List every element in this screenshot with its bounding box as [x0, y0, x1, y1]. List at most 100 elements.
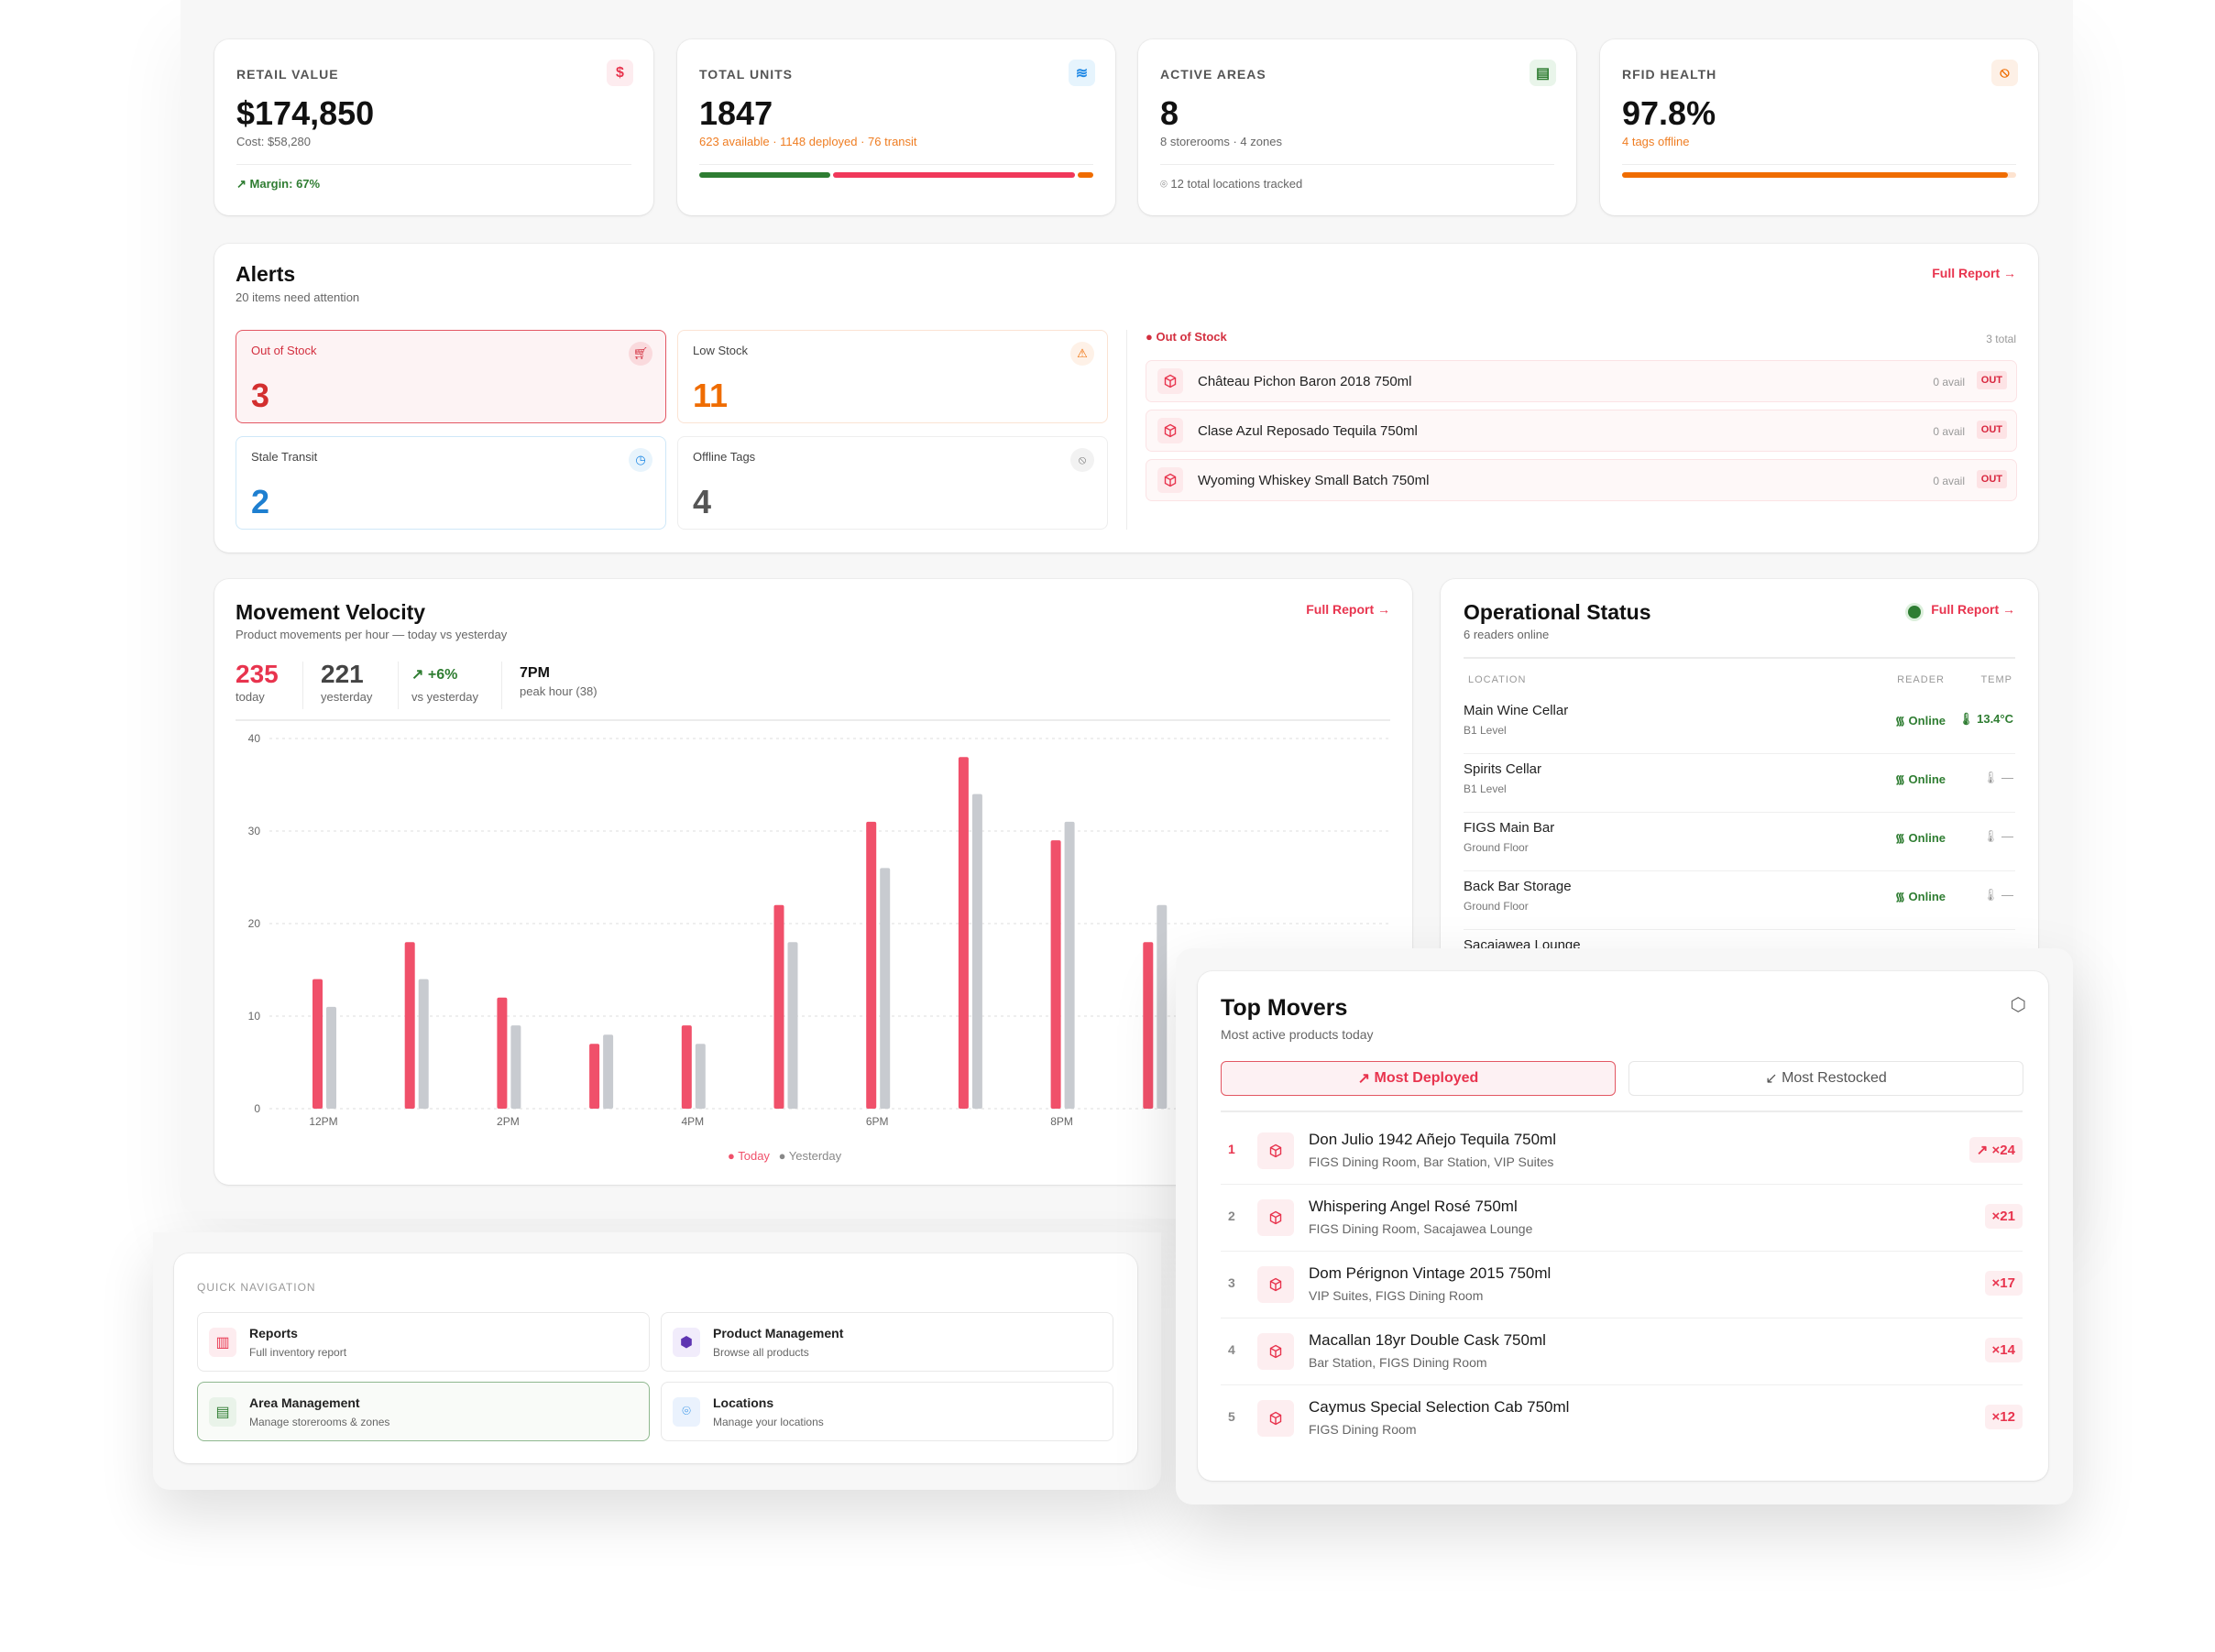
top-mover-row[interactable]: 3 Dom Pérignon Vintage 2015 750ml VIP Su…: [1221, 1252, 2023, 1318]
alert-tile-out-of-stock[interactable]: Out of Stock 🛒︎ 3: [236, 330, 666, 423]
location-level: Ground Floor: [1464, 900, 1529, 913]
rank: 5: [1228, 1409, 1235, 1424]
location-row[interactable]: Main Wine Cellar B1 Level ᯾ Online 🌡︎ 13…: [1464, 695, 2015, 754]
nav-title: Locations: [713, 1395, 774, 1410]
nav-description: Manage your locations: [713, 1416, 824, 1428]
available-segment: [699, 172, 831, 178]
legend-yesterday: ● Yesterday: [778, 1149, 842, 1163]
product-name: Château Pichon Baron 2018 750ml: [1198, 374, 1412, 389]
stat-today-label: today: [236, 690, 265, 704]
x-tick-label: 8PM: [1050, 1115, 1073, 1128]
bar-today-5PM: [773, 904, 784, 1109]
operational-subtitle: 6 readers online: [1464, 628, 1550, 641]
alerts-subtitle: 20 items need attention: [236, 290, 360, 304]
movement-count-badge: ×12: [1984, 1405, 2023, 1429]
top-mover-row[interactable]: 2 Whispering Angel Rosé 750ml FIGS Dinin…: [1221, 1185, 2023, 1252]
out-of-stock-item[interactable]: Château Pichon Baron 2018 750ml 0 avail …: [1146, 360, 2017, 402]
top-movers-title: Top Movers: [1221, 995, 1348, 1021]
margin-text: Margin: 67%: [249, 177, 321, 191]
quick-nav-product-management[interactable]: ⬢ Product Management Browse all products: [661, 1312, 1113, 1372]
bar-today-6PM: [866, 821, 877, 1109]
kpi-value: 1847: [699, 94, 773, 132]
location-name: Back Bar Storage: [1464, 879, 1572, 894]
count-value: ×24: [1991, 1143, 2015, 1158]
temperature-value: 13.4°C: [1977, 712, 2013, 726]
arrow-right-icon: →: [2003, 266, 2016, 280]
tab-label: Most Deployed: [1374, 1070, 1479, 1086]
reader-status-text: Online: [1908, 831, 1946, 845]
arrow-right-icon: →: [2002, 602, 2015, 617]
bar-today-4PM: [681, 1025, 692, 1109]
kpi-footer: ↗ Margin: 67%: [236, 177, 320, 191]
bar-yesterday-1PM: [418, 979, 429, 1109]
rank: 1: [1228, 1142, 1235, 1156]
product-locations: Bar Station, FIGS Dining Room: [1309, 1355, 1487, 1370]
quick-nav-reports[interactable]: ▥ Reports Full inventory report: [197, 1312, 650, 1372]
arrow-up-right-icon: ↗: [1357, 1071, 1375, 1087]
reader-status: ᯾ Online: [1895, 712, 1946, 728]
bar-yesterday-3PM: [603, 1034, 614, 1109]
out-of-stock-item[interactable]: Clase Azul Reposado Tequila 750ml 0 avai…: [1146, 410, 2017, 452]
product-name: Macallan 18yr Double Cask 750ml: [1309, 1331, 1546, 1349]
tile-value: 4: [693, 483, 712, 520]
alerts-full-report-link[interactable]: Full Report →: [1932, 266, 2016, 280]
y-tick-label: 30: [248, 825, 261, 837]
product-locations: FIGS Dining Room, Bar Station, VIP Suite…: [1309, 1154, 1554, 1169]
location-row[interactable]: Spirits Cellar B1 Level ᯾ Online 🌡︎ —: [1464, 754, 2015, 813]
column-header-temp: TEMP: [1980, 674, 2012, 685]
product-name: Clase Azul Reposado Tequila 750ml: [1198, 423, 1418, 439]
kpi-active-areas: ACTIVE AREAS ▤ 8 8 storerooms · 4 zones …: [1138, 39, 1576, 215]
location-row[interactable]: Back Bar Storage Ground Floor ᯾ Online 🌡…: [1464, 871, 2015, 930]
operational-title: Operational Status: [1464, 600, 1651, 624]
kpi-value: 97.8%: [1622, 94, 1716, 132]
reader-status: ᯾ Online: [1895, 829, 1946, 846]
nav-description: Browse all products: [713, 1346, 809, 1359]
y-tick-label: 40: [248, 732, 261, 745]
divider: [699, 164, 1093, 165]
quick-nav-locations[interactable]: ⌾ Locations Manage your locations: [661, 1382, 1113, 1441]
x-tick-label: 6PM: [866, 1115, 889, 1128]
status-dot-icon: ●: [1146, 330, 1157, 344]
alert-tile-low-stock[interactable]: Low Stock ⚠ 11: [677, 330, 1108, 423]
top-movers-panel: Top Movers Most active products today ⬡ …: [1198, 971, 2048, 1481]
quick-nav-area-management[interactable]: ▤ Area Management Manage storerooms & zo…: [197, 1382, 650, 1441]
rank: 2: [1228, 1209, 1235, 1223]
location-level: B1 Level: [1464, 782, 1507, 795]
location-row[interactable]: FIGS Main Bar Ground Floor ᯾ Online 🌡︎ —: [1464, 813, 2015, 871]
package-icon[interactable]: ⬡: [2010, 995, 2026, 1015]
bar-today-2PM: [497, 997, 508, 1109]
warehouse-icon: ▤: [209, 1397, 236, 1427]
quick-nav-overlay: QUICK NAVIGATION ▥ Reports Full inventor…: [153, 1232, 1161, 1490]
thermometer-icon: 🌡︎: [1982, 829, 2001, 843]
package-icon: [1157, 467, 1183, 493]
kpi-rfid-health: RFID HEALTH ⦸ 97.8% 4 tags offline: [1600, 39, 2038, 215]
units-breakdown-bar: [699, 172, 1093, 178]
top-mover-row[interactable]: 5 Caymus Special Selection Cab 750ml FIG…: [1221, 1385, 2023, 1452]
kpi-total-units: TOTAL UNITS ≋ 1847 623 available · 1148 …: [677, 39, 1115, 215]
alert-tile-offline-tags[interactable]: Offline Tags ⦸ 4: [677, 436, 1108, 530]
operational-status-panel: Operational Status 6 readers online Full…: [1441, 579, 2038, 964]
velocity-full-report-link[interactable]: Full Report →: [1306, 602, 1390, 617]
count-value: ×21: [1991, 1209, 2015, 1224]
temperature: 🌡︎ —: [1983, 771, 2013, 785]
tile-label: Low Stock: [693, 344, 748, 357]
deployed-segment: [833, 172, 1075, 178]
top-mover-row[interactable]: 1 Don Julio 1942 Añejo Tequila 750ml FIG…: [1221, 1118, 2023, 1185]
list-title-text: Out of Stock: [1156, 330, 1227, 344]
operational-full-report-link[interactable]: Full Report →: [1931, 602, 2015, 617]
bar-today-12PM: [313, 979, 323, 1109]
out-of-stock-item[interactable]: Wyoming Whiskey Small Batch 750ml 0 avai…: [1146, 459, 2017, 501]
tab-most-restocked[interactable]: ↙ Most Restocked: [1628, 1061, 2023, 1096]
out-badge: OUT: [1976, 421, 2007, 439]
x-tick-label: 2PM: [497, 1115, 520, 1128]
kpi-label: ACTIVE AREAS: [1160, 67, 1266, 82]
y-tick-label: 10: [248, 1010, 261, 1023]
count-value: ×14: [1991, 1342, 2015, 1358]
alert-tile-stale-transit[interactable]: Stale Transit ◷ 2: [236, 436, 666, 530]
velocity-title: Movement Velocity: [236, 600, 426, 624]
package-icon: [1257, 1266, 1294, 1303]
top-mover-row[interactable]: 4 Macallan 18yr Double Cask 750ml Bar St…: [1221, 1318, 2023, 1385]
rfid-health-bar: [1622, 172, 2016, 178]
product-locations: VIP Suites, FIGS Dining Room: [1309, 1288, 1484, 1303]
tab-most-deployed[interactable]: ↗ Most Deployed: [1221, 1061, 1616, 1096]
